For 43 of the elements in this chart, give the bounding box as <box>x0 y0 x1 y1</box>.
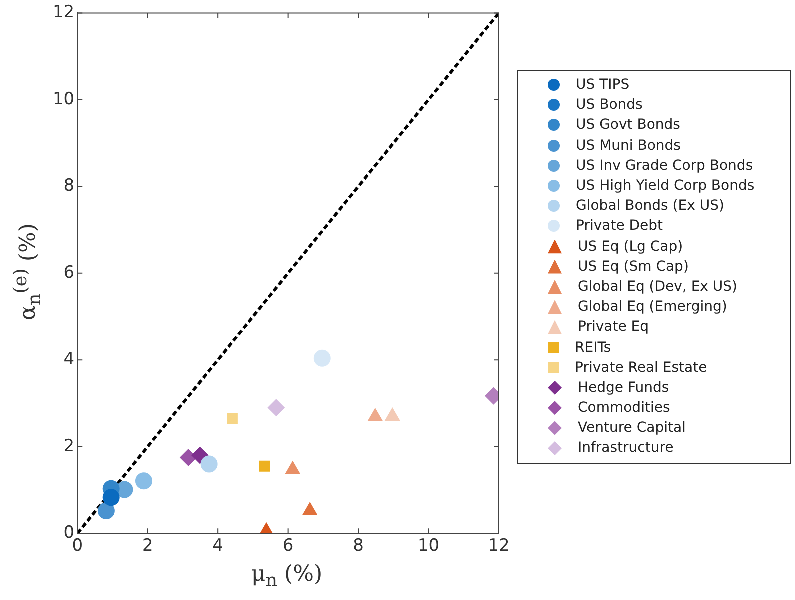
legend-label: Venture Capital <box>578 420 686 436</box>
legend-label: US Inv Grade Corp Bonds <box>576 158 754 174</box>
x-tick-label: 4 <box>212 536 224 556</box>
legend-label: Infrastructure <box>578 440 674 456</box>
legend-label: US Muni Bonds <box>576 138 681 154</box>
y-tick-label: 12 <box>52 2 75 23</box>
y-tick-label: 10 <box>52 89 75 110</box>
y-tick-label: 2 <box>64 436 75 456</box>
legend-label: Private Eq <box>578 319 649 336</box>
y-tick-label: 8 <box>64 176 75 196</box>
legend-label: Global Eq (Emerging) <box>578 299 728 316</box>
point <box>268 399 285 416</box>
legend-label: Global Bonds (Ex US) <box>576 198 724 214</box>
legend-label: US Eq (Sm Cap) <box>578 258 689 275</box>
x-axis-title: μ$_{n}$ (%) <box>251 562 323 592</box>
x-tick-label: 10 <box>418 536 440 556</box>
y-tick-label: 4 <box>64 350 75 370</box>
legend-label: Private Debt <box>576 218 664 234</box>
point <box>102 489 120 506</box>
x-tick-label: 6 <box>282 536 294 556</box>
legend-label: US TIPS <box>576 77 630 94</box>
legend-label: Hedge Funds <box>578 380 670 396</box>
point <box>259 460 270 472</box>
x-tick-label: 12 <box>488 536 510 556</box>
point <box>180 449 198 466</box>
point <box>200 456 218 473</box>
y-tick-label: 0 <box>64 523 75 544</box>
x-tick-label: 8 <box>353 536 364 556</box>
x-tick-label: 2 <box>142 536 154 556</box>
legend-label: US Bonds <box>576 97 643 114</box>
legend-label: Private Real Estate <box>575 360 708 376</box>
legend-label: US Govt Bonds <box>576 117 680 134</box>
point <box>192 447 209 464</box>
legend-label: US High Yield Corp Bonds <box>576 178 755 194</box>
legend-label: US Eq (Lg Cap) <box>578 238 684 255</box>
point <box>136 472 152 490</box>
legend-label: Global Eq (Dev, Ex US) <box>578 278 738 295</box>
point <box>98 502 115 520</box>
legend-label: REITs <box>575 340 612 356</box>
legend-label: Commodities <box>578 400 670 416</box>
point <box>314 350 331 367</box>
point <box>227 413 238 424</box>
y-tick-label: 6 <box>64 262 75 283</box>
